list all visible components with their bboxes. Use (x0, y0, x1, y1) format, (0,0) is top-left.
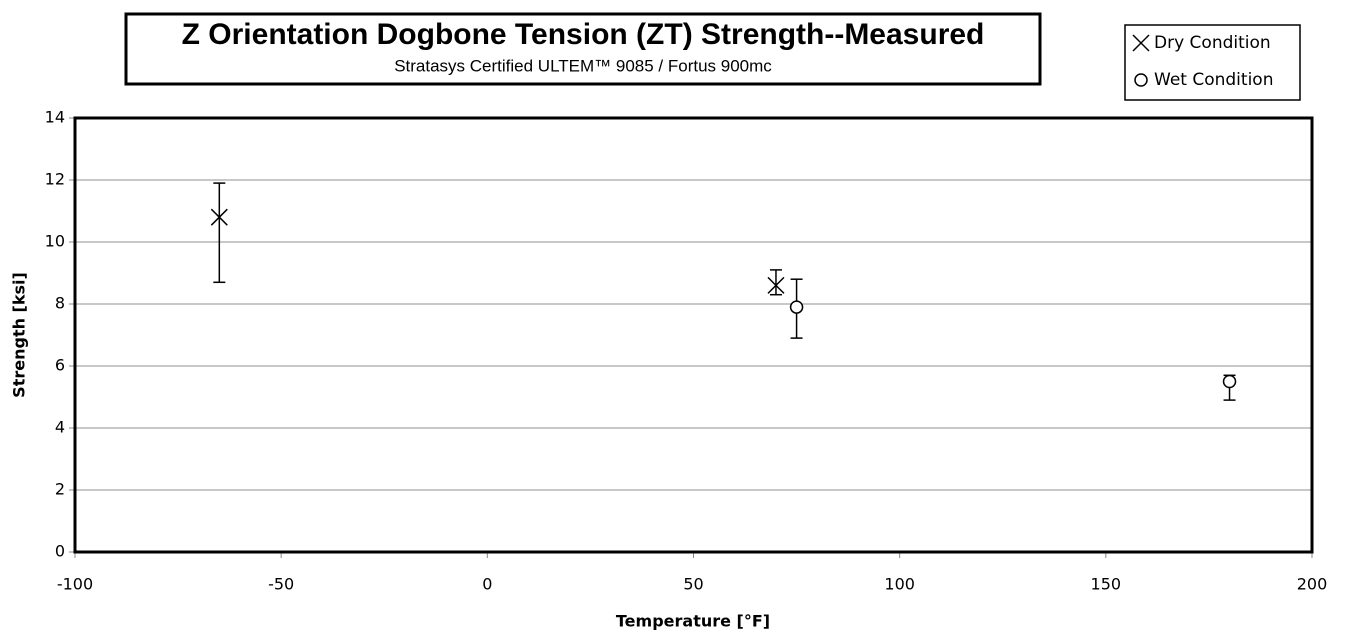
y-tick-label: 0 (55, 542, 65, 561)
y-axis-label: Strength [ksi] (10, 272, 29, 398)
error-bar (769, 269, 782, 296)
marker-circle (789, 300, 804, 314)
y-tick-label: 8 (55, 294, 65, 313)
x-tick-label: -50 (268, 575, 294, 594)
marker-circle (1134, 73, 1148, 87)
marker-stroke (1132, 34, 1150, 52)
legend-box (1124, 24, 1301, 101)
y-tick-label: 12 (45, 170, 65, 189)
x-tick-label: -100 (57, 575, 93, 594)
x-tick-label: 0 (482, 575, 492, 594)
point (767, 276, 785, 294)
x-tick-label: 50 (683, 575, 703, 594)
title-box (124, 12, 1042, 86)
chart-subtitle: Stratasys Certified ULTEM™ 9085 / Fortus… (394, 56, 772, 75)
point (210, 208, 228, 226)
legend-label: Dry Condition (1154, 33, 1271, 53)
marker-circle (1222, 374, 1237, 389)
error-bar (213, 182, 226, 284)
legend-marker (1132, 34, 1150, 52)
y-tick-label: 14 (45, 108, 65, 127)
x-tick-label: 150 (1091, 575, 1122, 594)
point (1222, 374, 1237, 389)
y-tick-label: 10 (45, 232, 65, 251)
marker-stroke (210, 208, 228, 226)
point (789, 300, 804, 314)
legend-label: Wet Condition (1154, 70, 1273, 90)
legend-marker (1134, 73, 1148, 87)
y-tick-label: 4 (55, 418, 65, 437)
y-tick-label: 6 (55, 356, 65, 375)
x-tick-label: 200 (1297, 575, 1328, 594)
x-tick-label: 100 (884, 575, 915, 594)
x-axis-label: Temperature [°F] (616, 612, 770, 631)
plot-border (73, 116, 1314, 554)
chart-title: Z Orientation Dogbone Tension (ZT) Stren… (182, 18, 985, 51)
marker-stroke (767, 276, 785, 294)
y-tick-label: 2 (55, 480, 65, 499)
